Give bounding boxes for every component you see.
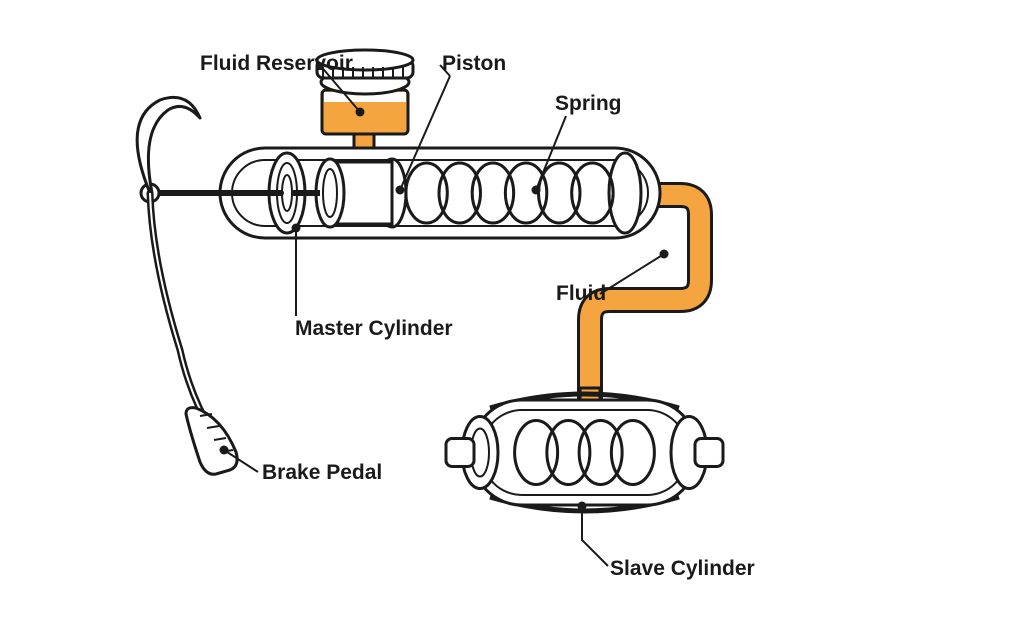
brake-pedal xyxy=(186,408,237,475)
slave-cylinder xyxy=(446,394,723,511)
label-master-cylinder: Master Cylinder xyxy=(295,317,453,340)
label-fluid-reservoir: Fluid Reservoir xyxy=(200,52,353,75)
label-piston: Piston xyxy=(442,52,506,75)
hydraulic-brake-diagram: Fluid Reservoir Piston Spring Fluid Master C… xyxy=(0,0,1024,640)
piston xyxy=(316,159,406,227)
label-fluid: Fluid xyxy=(556,282,606,305)
label-slave-cylinder: Slave Cylinder xyxy=(610,557,755,580)
label-spring: Spring xyxy=(555,92,622,115)
master-cylinder xyxy=(150,148,660,238)
label-brake-pedal: Brake Pedal xyxy=(262,461,382,484)
brake-pedal-assembly xyxy=(137,97,237,474)
